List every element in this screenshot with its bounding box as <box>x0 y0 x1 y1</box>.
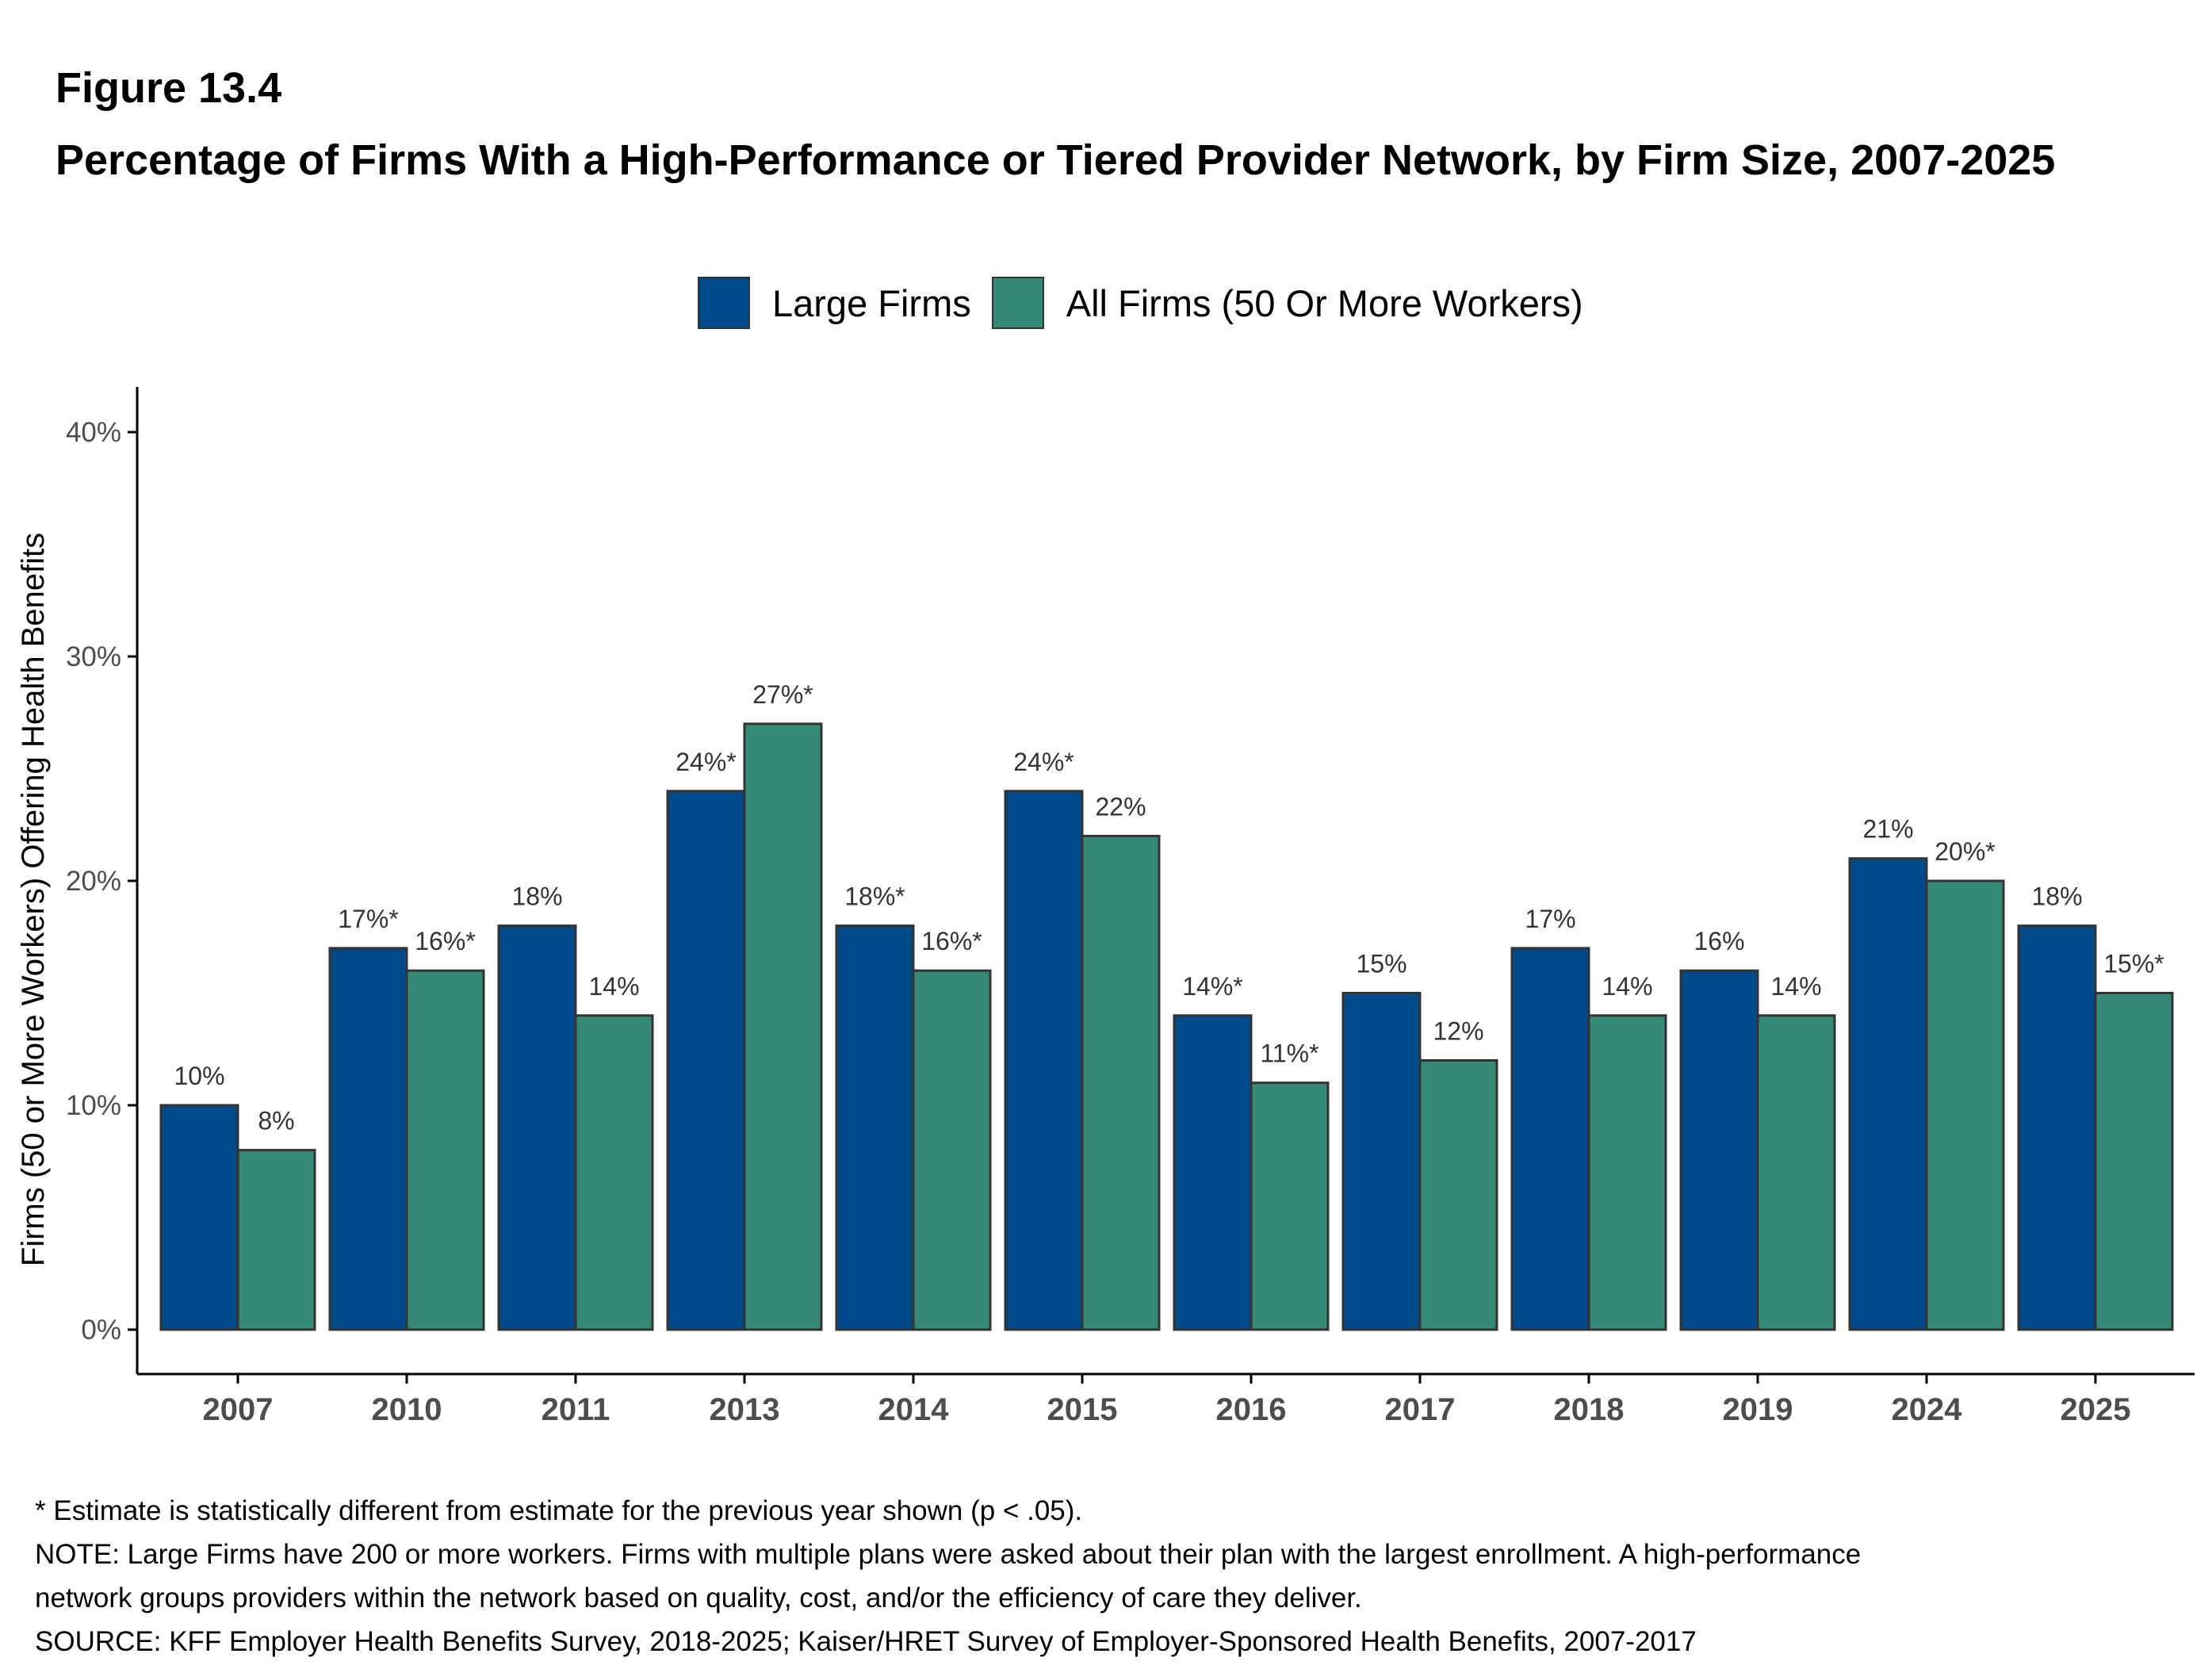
figure-label: Figure 13.4 <box>55 64 282 112</box>
bar-large-firms-2018 <box>1510 947 1590 1331</box>
x-tick-label: 2014 <box>878 1392 950 1427</box>
bar-large-firms-2024 <box>1848 857 1928 1331</box>
bar-large-firms-2016 <box>1173 1014 1253 1331</box>
bar-label-large-firms-2016: 14%* <box>1182 972 1243 1001</box>
x-tick-label: 2011 <box>542 1392 610 1427</box>
bar-label-large-firms-2014: 18%* <box>844 882 905 911</box>
y-tick-label: 10% <box>66 1090 121 1121</box>
bar-all-firms-2019 <box>1756 1014 1836 1331</box>
bar-value-labels: 10% 8% 17%* 16%* 18% 14% 24%* 27%* 18%* 16%* 24%* 2… <box>174 680 2164 1135</box>
x-tick-label: 2025 <box>2061 1392 2131 1427</box>
bar-label-large-firms-2019: 16% <box>1693 927 1744 955</box>
chart-notes: * Estimate is statistically different fr… <box>35 1489 2176 1663</box>
chart-legend: Large Firms All Firms (50 Or More Worker… <box>698 274 1604 332</box>
bar-chart: 0% 10% 20% 30% 40% 10% 8% 17%* 16%* 18% 14% 24%* 27… <box>16 387 2195 1427</box>
bar-all-firms-2013 <box>743 722 823 1331</box>
bar-all-firms-2014 <box>912 969 992 1331</box>
bar-label-large-firms-2013: 24%* <box>675 748 737 776</box>
bar-large-firms-2013 <box>666 790 746 1331</box>
bar-label-all-firms-2025: 15%* <box>2103 950 2164 978</box>
x-tick-label: 2018 <box>1554 1392 1625 1427</box>
legend-swatch-all-firms <box>991 277 1044 329</box>
bar-label-large-firms-2018: 17% <box>1525 905 1575 933</box>
x-tick-label: 2015 <box>1047 1392 1118 1427</box>
bar-large-firms-2019 <box>1679 969 1759 1331</box>
bar-label-large-firms-2017: 15% <box>1356 950 1406 978</box>
y-tick-label: 20% <box>66 866 121 897</box>
bar-large-firms-2014 <box>835 924 915 1331</box>
x-tick-label: 2010 <box>372 1392 442 1427</box>
bar-label-large-firms-2015: 24%* <box>1013 748 1074 776</box>
note-line-2: network groups providers within the netw… <box>35 1583 1362 1613</box>
source-note: SOURCE: KFF Employer Health Benefits Sur… <box>35 1626 1697 1657</box>
y-tick-label: 30% <box>66 641 121 672</box>
bar-label-all-firms-2013: 27%* <box>752 680 813 709</box>
bar-all-firms-2010 <box>405 969 485 1331</box>
bar-all-firms-2017 <box>1418 1058 1498 1331</box>
bar-label-all-firms-2011: 14% <box>588 972 639 1001</box>
y-axis-title: Firms (50 or More Workers) Offering Heal… <box>16 533 51 1266</box>
bar-label-all-firms-2016: 11%* <box>1260 1039 1318 1068</box>
bar-label-large-firms-2010: 17%* <box>338 905 399 933</box>
bar-label-large-firms-2011: 18% <box>511 882 562 911</box>
y-axis-ticks: 0% 10% 20% 30% 40% <box>66 417 137 1345</box>
bar-all-firms-2025 <box>2094 992 2174 1331</box>
bar-all-firms-2015 <box>1081 834 1161 1331</box>
bar-large-firms-2007 <box>159 1104 239 1331</box>
legend-item-large-firms: Large Firms <box>698 277 971 329</box>
bar-label-all-firms-2017: 12% <box>1433 1016 1483 1045</box>
bar-large-firms-2017 <box>1341 992 1422 1331</box>
bar-all-firms-2011 <box>574 1014 654 1331</box>
bar-label-all-firms-2014: 16%* <box>921 927 982 955</box>
x-tick-label: 2019 <box>1723 1392 1793 1427</box>
bar-label-large-firms-2007: 10% <box>174 1062 224 1090</box>
bar-label-all-firms-2007: 8% <box>258 1107 294 1135</box>
legend-label-large-firms: Large Firms <box>772 281 971 324</box>
bar-label-all-firms-2015: 22% <box>1095 792 1146 821</box>
x-tick-label: 2007 <box>203 1392 274 1427</box>
x-tick-label: 2013 <box>710 1392 780 1427</box>
bar-label-all-firms-2018: 14% <box>1602 972 1652 1001</box>
bar-large-firms-2015 <box>1004 790 1084 1331</box>
y-tick-label: 0% <box>81 1315 121 1345</box>
bar-all-firms-2016 <box>1250 1081 1330 1331</box>
legend-item-all-firms: All Firms (50 Or More Workers) <box>991 277 1583 329</box>
bar-label-all-firms-2024: 20%* <box>1935 837 1996 866</box>
bar-large-firms-2025 <box>2017 924 2097 1331</box>
bar-label-large-firms-2024: 21% <box>1862 815 1913 844</box>
note-line-1: NOTE: Large Firms have 200 or more worke… <box>35 1539 1862 1570</box>
y-tick-label: 40% <box>66 417 121 448</box>
bar-all-firms-2018 <box>1587 1014 1667 1331</box>
legend-swatch-large-firms <box>698 277 750 329</box>
legend-label-all-firms: All Firms (50 Or More Workers) <box>1066 281 1583 324</box>
chart-title: Percentage of Firms With a High-Performa… <box>55 136 2056 184</box>
bar-label-large-firms-2025: 18% <box>2031 882 2082 911</box>
bar-group <box>159 722 2174 1331</box>
x-tick-label: 2016 <box>1216 1392 1287 1427</box>
x-tick-label: 2017 <box>1385 1392 1456 1427</box>
x-tick-label: 2024 <box>1892 1392 1963 1427</box>
bar-all-firms-2024 <box>1925 879 2005 1331</box>
bar-large-firms-2010 <box>328 947 408 1331</box>
x-axis-ticks: 2007 2010 2011 2013 2014 2015 2016 2017 2018 2019… <box>203 1374 2131 1427</box>
bar-all-firms-2007 <box>236 1149 316 1331</box>
bar-label-all-firms-2010: 16%* <box>415 927 476 955</box>
significance-note: * Estimate is statistically different fr… <box>35 1495 1083 1526</box>
bar-large-firms-2011 <box>497 924 577 1331</box>
bar-label-all-firms-2019: 14% <box>1770 972 1821 1001</box>
